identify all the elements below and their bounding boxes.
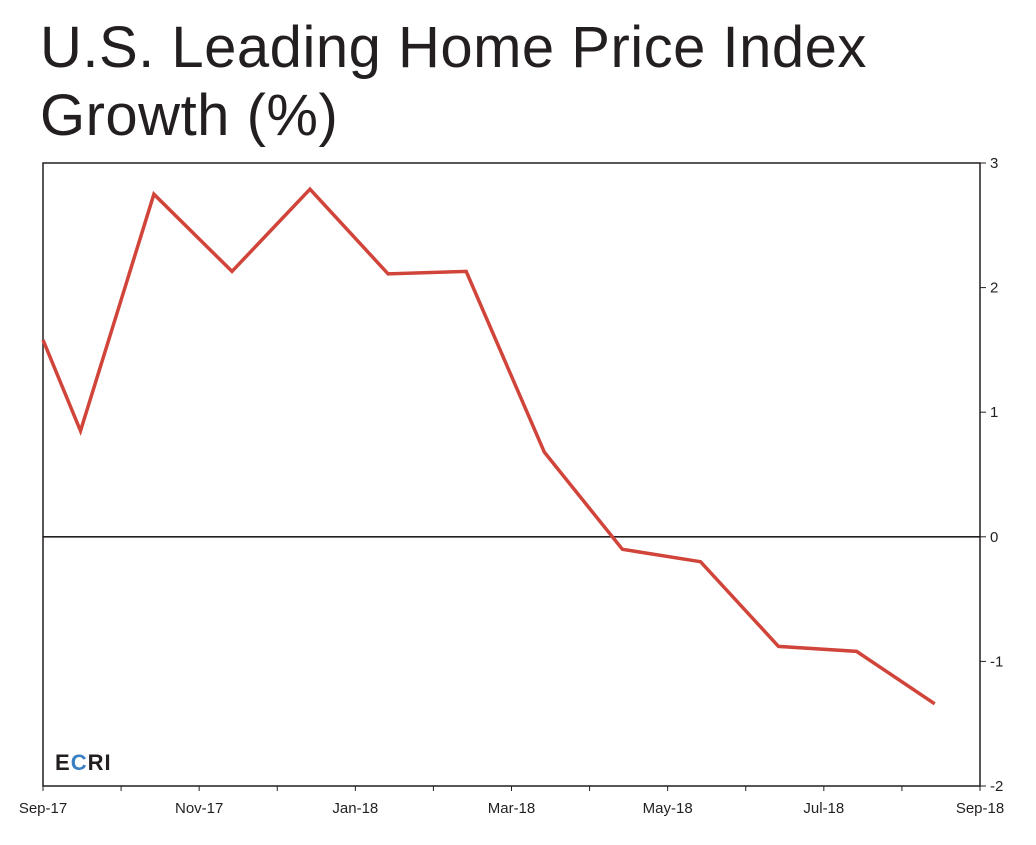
title-line-1: U.S. Leading Home Price Index: [40, 15, 867, 80]
logo-letter: R: [88, 750, 105, 775]
series-points: [42, 189, 935, 704]
x-tick-label: May-18: [643, 800, 693, 817]
x-tick-label: Sep-18: [956, 800, 1004, 817]
x-tick-label: Mar-18: [488, 800, 536, 817]
y-tick-label: 2: [990, 280, 998, 297]
chart-title: U.S. Leading Home Price Index Growth (%): [40, 14, 867, 150]
title-unit: (%): [246, 83, 339, 148]
title-growth: Growth: [40, 83, 230, 148]
x-axis: Sep-17 Nov-17 Jan-18 Mar-18 May-18 Jul-18 Sep-…: [19, 786, 1004, 817]
x-tick-label: Nov-17: [175, 800, 223, 817]
x-tick-label: Sep-17: [19, 800, 67, 817]
y-axis: 3 2 1 0 -1 -2: [980, 155, 1003, 795]
y-tick-label: 1: [990, 404, 998, 421]
logo-letter: C: [71, 750, 88, 775]
logo-letter: E: [55, 750, 71, 775]
y-tick-label: 0: [990, 529, 998, 546]
x-tick-label: Jan-18: [332, 800, 378, 817]
series-line: [41, 186, 936, 706]
logo-letter: I: [104, 750, 111, 775]
y-tick-label: 3: [990, 155, 998, 172]
y-tick-label: -2: [990, 778, 1003, 795]
y-tick-label: -1: [990, 653, 1003, 670]
title-line-2: Growth (%): [40, 82, 867, 150]
plot-frame: [42, 162, 981, 787]
x-tick-label: Jul-18: [803, 800, 844, 817]
ecri-logo: ECRI: [55, 750, 112, 775]
